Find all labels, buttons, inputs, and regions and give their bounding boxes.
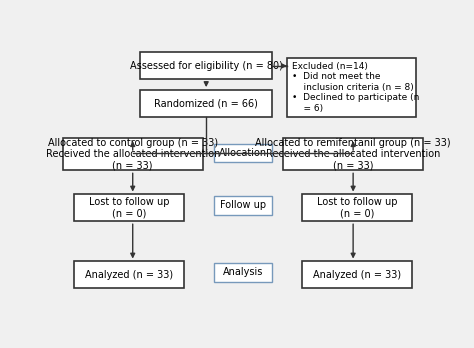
Bar <box>140 53 272 79</box>
Bar <box>74 195 184 221</box>
Bar <box>287 58 416 117</box>
Text: Follow up: Follow up <box>220 200 266 210</box>
Text: Randomized (n = 66): Randomized (n = 66) <box>154 98 258 108</box>
Bar <box>213 196 272 215</box>
Text: Excluded (n=14)
•  Did not meet the
    inclusion criteria (n = 8)
•  Declined t: Excluded (n=14) • Did not meet the inclu… <box>292 62 419 113</box>
Text: Allocated to remifentanil group (n = 33)
Received the allocated intervention
(n : Allocated to remifentanil group (n = 33)… <box>255 138 451 171</box>
Text: Lost to follow up
(n = 0): Lost to follow up (n = 0) <box>89 197 169 219</box>
Text: Analyzed (n = 33): Analyzed (n = 33) <box>313 270 401 280</box>
Text: Analysis: Analysis <box>223 267 263 277</box>
Bar <box>74 261 184 288</box>
Text: Lost to follow up
(n = 0): Lost to follow up (n = 0) <box>317 197 397 219</box>
Bar <box>140 90 272 117</box>
Text: Allocation: Allocation <box>219 148 267 158</box>
Text: Allocated to control group (n = 33)
Received the allocated intervention
(n = 33): Allocated to control group (n = 33) Rece… <box>46 138 220 171</box>
Bar <box>283 138 423 171</box>
Bar <box>213 144 272 162</box>
Bar <box>301 195 412 221</box>
Bar <box>301 261 412 288</box>
Bar <box>63 138 202 171</box>
Bar <box>213 263 272 282</box>
Text: Analyzed (n = 33): Analyzed (n = 33) <box>85 270 173 280</box>
Text: Assessed for eligibility (n = 80): Assessed for eligibility (n = 80) <box>130 61 283 71</box>
